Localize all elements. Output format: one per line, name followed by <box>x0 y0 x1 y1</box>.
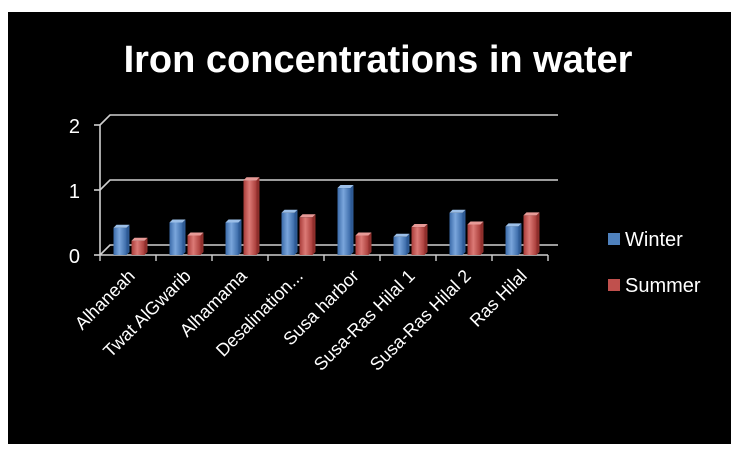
legend-label-winter: Winter <box>625 229 683 251</box>
bar-front-summer-6 <box>467 224 481 255</box>
bar-top-summer-6 <box>467 221 484 225</box>
bar-top-winter-2 <box>225 219 242 223</box>
bar-top-summer-5 <box>411 224 428 228</box>
bar-top-summer-0 <box>131 237 148 241</box>
bar-top-summer-2 <box>243 177 260 181</box>
gridline-0 <box>99 244 558 256</box>
bar-side-winter-6 <box>462 209 466 255</box>
y-tick-label-1: 1 <box>69 181 80 203</box>
bar-front-summer-2 <box>243 180 257 255</box>
x-tick-label-6: Susa-Ras Hilal 2 <box>366 266 475 375</box>
bar-winter-6 <box>449 209 466 255</box>
chart-title: Iron concentrations in water <box>124 39 633 81</box>
bar-summer-5 <box>411 224 428 255</box>
bar-side-winter-3 <box>294 209 298 255</box>
bar-summer-6 <box>467 221 484 255</box>
bar-side-summer-2 <box>256 177 260 255</box>
bar-side-summer-6 <box>480 221 484 255</box>
x-tick-label-7: Ras Hilal <box>466 266 531 331</box>
bar-side-summer-3 <box>312 214 316 255</box>
bar-winter-3 <box>281 209 298 255</box>
bar-top-winter-4 <box>337 185 354 189</box>
bar-front-summer-1 <box>187 235 201 255</box>
bar-front-summer-0 <box>131 240 145 255</box>
bar-summer-2 <box>243 177 260 255</box>
bar-top-winter-1 <box>169 219 186 223</box>
bar-top-summer-7 <box>523 212 540 216</box>
bar-top-winter-3 <box>281 209 298 213</box>
bar-side-summer-0 <box>144 237 148 255</box>
bar-side-winter-1 <box>182 219 186 255</box>
bar-summer-4 <box>355 232 372 255</box>
bar-front-summer-3 <box>299 217 313 255</box>
chart-svg: Iron concentrations in water 012Alhaneah… <box>69 39 701 375</box>
bar-side-winter-4 <box>350 185 354 255</box>
bar-top-summer-3 <box>299 214 316 218</box>
y-tick-label-2: 2 <box>69 116 80 138</box>
legend-label-summer: Summer <box>625 275 701 297</box>
bar-front-summer-5 <box>411 227 425 255</box>
bar-top-summer-4 <box>355 232 372 236</box>
bar-front-winter-3 <box>281 212 295 255</box>
bar-top-summer-1 <box>187 232 204 236</box>
bar-summer-1 <box>187 232 204 255</box>
bar-top-winter-6 <box>449 209 466 213</box>
bar-side-summer-1 <box>200 232 204 255</box>
legend-swatch-summer <box>608 279 620 291</box>
bar-side-summer-4 <box>368 232 372 255</box>
bar-side-summer-7 <box>536 212 540 255</box>
bar-front-summer-4 <box>355 235 369 255</box>
bar-top-winter-5 <box>393 233 410 237</box>
bar-summer-7 <box>523 212 540 255</box>
bar-front-winter-4 <box>337 188 351 255</box>
bar-winter-5 <box>393 233 410 255</box>
bar-side-winter-7 <box>518 223 522 255</box>
bar-winter-0 <box>113 224 130 255</box>
bar-front-winter-0 <box>113 227 127 255</box>
bar-winter-7 <box>505 223 522 255</box>
gridline-1 <box>99 179 558 191</box>
bar-summer-0 <box>131 237 148 255</box>
bar-winter-4 <box>337 185 354 255</box>
legend: Winter Summer <box>608 229 701 297</box>
bars-layer <box>113 177 540 255</box>
bar-top-winter-0 <box>113 224 130 228</box>
y-tick-label-0: 0 <box>69 246 80 268</box>
bar-side-winter-2 <box>238 219 242 255</box>
bar-winter-2 <box>225 219 242 255</box>
bar-front-winter-2 <box>225 222 239 255</box>
legend-swatch-winter <box>608 233 620 245</box>
bar-side-winter-0 <box>126 224 130 255</box>
gridline-2 <box>99 114 558 126</box>
bar-front-winter-6 <box>449 212 463 255</box>
bar-winter-1 <box>169 219 186 255</box>
bar-front-winter-5 <box>393 236 407 255</box>
bar-front-winter-1 <box>169 222 183 255</box>
bar-top-winter-7 <box>505 223 522 227</box>
bar-front-winter-7 <box>505 226 519 255</box>
x-tick-label-5: Susa-Ras Hilal 1 <box>310 266 419 375</box>
chart-panel: Iron concentrations in water 0 1 2 Alhaneah… <box>8 12 731 444</box>
bar-summer-3 <box>299 214 316 255</box>
grid-layer <box>94 114 558 261</box>
bar-side-summer-5 <box>424 224 428 255</box>
bar-side-winter-5 <box>406 233 410 255</box>
bar-front-summer-7 <box>523 215 537 255</box>
